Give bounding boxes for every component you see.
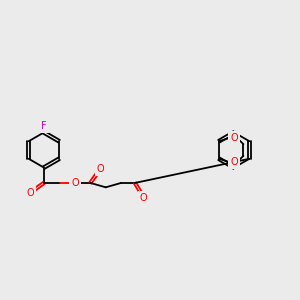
Text: O: O (97, 164, 104, 174)
Text: O: O (140, 193, 148, 202)
Text: O: O (26, 188, 34, 198)
Text: F: F (41, 121, 47, 131)
Text: O: O (230, 158, 238, 167)
Text: O: O (71, 178, 79, 188)
Text: O: O (230, 133, 238, 142)
